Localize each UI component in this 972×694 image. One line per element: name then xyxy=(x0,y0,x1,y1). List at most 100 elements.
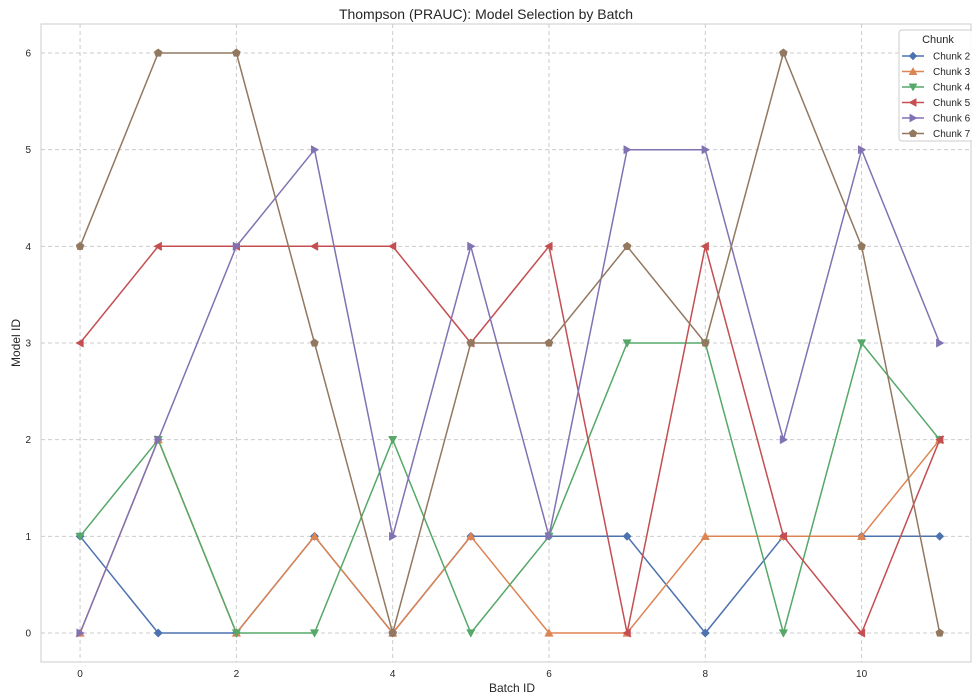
chart-title: Thompson (PRAUC): Model Selection by Bat… xyxy=(339,6,633,22)
x-tick-label: 2 xyxy=(234,669,240,680)
legend-label: Chunk 2 xyxy=(933,52,971,63)
data-point xyxy=(467,241,476,251)
legend-box xyxy=(898,29,972,142)
data-point xyxy=(75,241,85,250)
data-point xyxy=(154,435,163,445)
data-point xyxy=(779,48,788,57)
y-axis-label: Model ID xyxy=(9,319,23,367)
x-tick-label: 0 xyxy=(77,669,83,680)
data-point xyxy=(388,436,398,445)
data-point xyxy=(466,531,476,540)
data-point xyxy=(232,241,242,251)
data-point xyxy=(622,531,632,541)
series-chunk-4 xyxy=(75,339,945,638)
legend-label: Chunk 7 xyxy=(933,129,971,140)
data-point xyxy=(309,241,319,251)
data-point xyxy=(935,628,944,637)
data-point xyxy=(309,531,320,540)
data-point xyxy=(857,145,867,155)
data-point xyxy=(75,532,85,542)
legend-label: Chunk 6 xyxy=(933,114,971,125)
data-point xyxy=(856,628,866,638)
data-point xyxy=(935,531,945,541)
x-axis-label: Batch ID xyxy=(489,681,535,694)
data-point xyxy=(75,338,84,348)
series-line xyxy=(79,341,941,636)
data-point xyxy=(701,145,711,155)
legend: Chunk Chunk 2 Chunk 3 Chunk 4 Chunk 5 Chunk … xyxy=(898,29,972,142)
data-point xyxy=(466,629,476,638)
data-point xyxy=(387,241,397,251)
data-point xyxy=(701,338,710,347)
data-point xyxy=(466,338,476,347)
legend-label: Chunk 5 xyxy=(933,98,971,109)
x-tick-label: 4 xyxy=(390,669,396,680)
legend-marker xyxy=(908,66,918,75)
y-tick-label: 1 xyxy=(25,532,31,543)
data-point xyxy=(153,628,163,638)
y-tick-label: 5 xyxy=(25,145,31,156)
x-tick-label: 6 xyxy=(546,669,552,680)
data-point xyxy=(778,531,788,541)
legend-marker xyxy=(908,129,918,137)
legend-marker xyxy=(909,113,918,123)
series-line xyxy=(79,147,941,634)
legend-item: Chunk 3 xyxy=(902,66,971,78)
x-tick-label: 10 xyxy=(856,669,868,680)
y-tick-label: 3 xyxy=(25,339,31,350)
legend-marker xyxy=(908,98,917,107)
legend-item: Chunk 7 xyxy=(902,129,971,140)
data-point xyxy=(623,145,632,155)
data-point xyxy=(700,628,710,638)
data-point xyxy=(936,338,945,348)
data-point xyxy=(389,531,398,541)
legend-marker xyxy=(908,83,918,92)
legend-item: Chunk 5 xyxy=(902,98,971,109)
data-point xyxy=(779,435,789,445)
data-point xyxy=(231,629,242,638)
data-point xyxy=(622,628,631,638)
data-point xyxy=(700,241,709,251)
legend-title: Chunk xyxy=(922,34,954,46)
data-point xyxy=(388,628,397,637)
legend-label: Chunk 3 xyxy=(933,67,971,78)
data-point xyxy=(153,241,162,251)
x-axis-ticks: 0 2 4 6 8 10 xyxy=(77,669,867,680)
data-point xyxy=(310,338,319,347)
data-point xyxy=(544,628,554,637)
x-tick-label: 8 xyxy=(703,669,709,680)
y-tick-label: 0 xyxy=(25,629,31,640)
data-point xyxy=(778,629,789,638)
y-tick-label: 2 xyxy=(25,435,31,446)
legend-item: Chunk 6 xyxy=(902,114,971,125)
data-point xyxy=(700,531,710,540)
y-tick-label: 4 xyxy=(25,242,31,253)
data-point xyxy=(76,628,85,638)
data-point xyxy=(310,145,320,155)
data-point xyxy=(622,339,632,348)
data-point xyxy=(857,241,866,250)
y-axis-ticks: 0 1 2 3 4 5 6 xyxy=(25,49,31,640)
data-point xyxy=(934,435,944,445)
series-layer xyxy=(75,48,945,638)
series-line xyxy=(79,244,941,635)
series-chunk-6 xyxy=(76,145,945,638)
legend-item: Chunk 4 xyxy=(902,83,971,94)
y-tick-label: 6 xyxy=(25,49,31,60)
legend-label: Chunk 4 xyxy=(933,83,971,94)
data-point xyxy=(544,241,553,251)
data-point xyxy=(309,629,320,638)
data-point xyxy=(545,531,554,541)
data-point xyxy=(856,339,867,348)
legend-marker xyxy=(908,51,918,61)
series-line xyxy=(79,50,941,636)
data-point xyxy=(232,48,241,57)
data-point xyxy=(544,338,554,347)
plot-area xyxy=(40,23,972,663)
series-chunk-7 xyxy=(75,48,944,637)
data-point xyxy=(153,48,163,57)
data-point xyxy=(856,531,867,540)
data-point xyxy=(622,241,632,250)
legend-item: Chunk 2 xyxy=(902,52,971,63)
